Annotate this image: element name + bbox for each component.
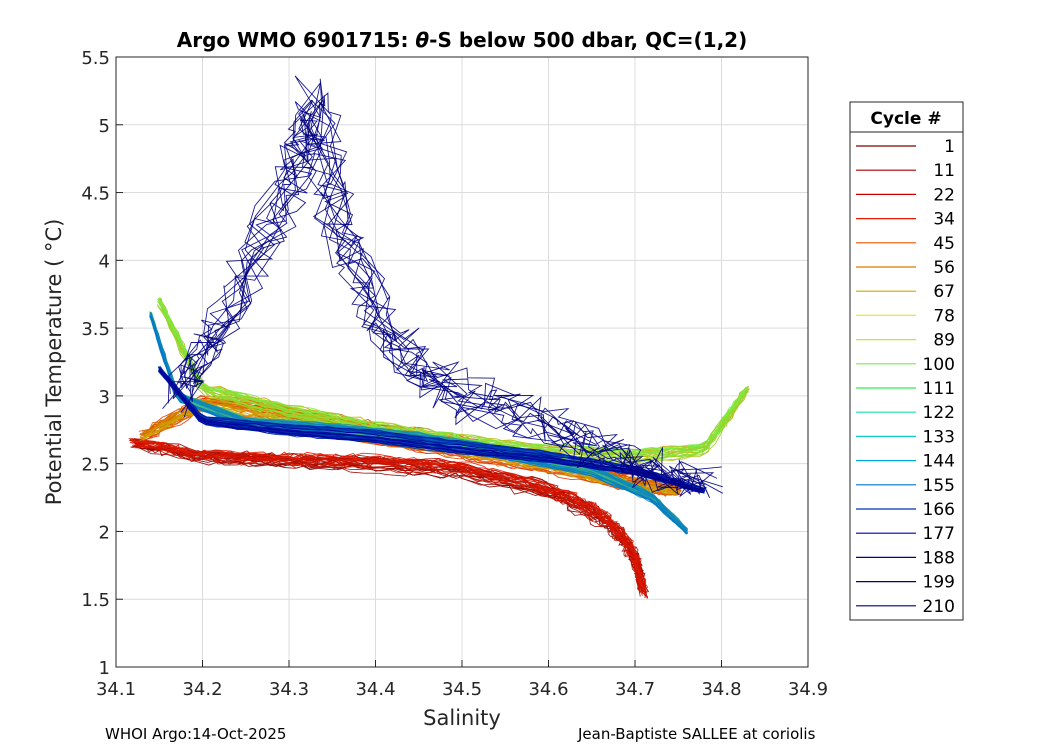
profile-line (128, 438, 643, 590)
profile-line (168, 78, 718, 479)
legend-label: 22 (933, 185, 955, 205)
legend-label: 100 (923, 355, 955, 375)
y-axis-label: Potential Temperature ( °C) (42, 219, 66, 506)
legend-label: 89 (933, 331, 955, 351)
x-tick-label: 34.2 (182, 679, 222, 700)
x-tick-label: 34.7 (615, 679, 655, 700)
legend-label: 155 (923, 476, 955, 496)
profile-line (132, 445, 649, 598)
x-tick-label: 34.9 (788, 679, 828, 700)
profile-line (167, 100, 700, 495)
x-tick-label: 34.3 (269, 679, 309, 700)
profile-line (157, 297, 749, 452)
legend-label: 111 (923, 379, 955, 399)
x-tick-label: 34.8 (701, 679, 741, 700)
y-tick-label: 3.5 (81, 319, 110, 340)
legend-label: 188 (923, 548, 955, 568)
y-tick-label: 1 (99, 658, 110, 679)
y-tick-label: 3 (99, 387, 110, 408)
x-tick-label: 34.5 (442, 679, 482, 700)
profile-line (179, 99, 691, 497)
legend-label: 133 (923, 427, 955, 447)
footer-credit-whoi: WHOI Argo:14-Oct-2025 (105, 725, 287, 743)
profile-line (178, 75, 723, 488)
y-tick-label: 5.5 (81, 48, 110, 69)
legend-label: 177 (923, 524, 955, 544)
legend-label: 210 (923, 597, 955, 617)
data-series (128, 75, 750, 599)
legend: Cycle # 11122344556677889100111122133144… (849, 101, 964, 621)
y-tick-label: 4 (99, 251, 110, 272)
footer-credit-author: Jean-Baptiste SALLEE at coriolis (578, 725, 816, 743)
legend-title: Cycle # (870, 109, 941, 129)
legend-label: 11 (933, 161, 955, 181)
profile-line (158, 369, 704, 494)
y-tick-label: 1.5 (81, 590, 110, 611)
legend-label: 56 (933, 258, 955, 278)
x-axis-label: Salinity (423, 706, 501, 730)
legend-label: 122 (923, 403, 955, 423)
profile-line (138, 439, 647, 594)
x-tick-label: 34.1 (96, 679, 136, 700)
ticks: 34.1 34.2 34.3 34.4 34.5 34.6 34.7 34.8 34.911.5… (81, 48, 828, 700)
profile-line (151, 313, 688, 531)
x-tick-label: 34.4 (355, 679, 395, 700)
y-tick-label: 2.5 (81, 455, 110, 476)
profile-line (183, 95, 722, 489)
x-tick-label: 34.6 (528, 679, 568, 700)
legend-label: 166 (923, 500, 955, 520)
legend-label: 34 (933, 210, 955, 230)
profile-line (177, 92, 715, 485)
profile-line (150, 312, 687, 529)
chart-title: Argo WMO 6901715: θ-S below 500 dbar, QC… (177, 28, 747, 52)
legend-entries: 1112234455667788910011112213314415516617… (856, 137, 955, 617)
y-tick-label: 2 (99, 522, 110, 543)
legend-label: 199 (923, 573, 955, 593)
y-tick-label: 5 (99, 116, 110, 137)
profile-line (172, 111, 701, 496)
legend-label: 67 (933, 282, 955, 302)
profile-line (183, 100, 705, 493)
legend-label: 78 (933, 306, 955, 326)
legend-label: 144 (923, 452, 955, 472)
profile-line (180, 118, 708, 493)
profile-line (129, 438, 647, 591)
profile-line (135, 445, 648, 599)
profile-line (157, 371, 705, 494)
profile-line (131, 446, 646, 596)
legend-label: 1 (944, 137, 955, 157)
y-tick-label: 4.5 (81, 184, 110, 205)
legend-label: 45 (933, 234, 955, 254)
